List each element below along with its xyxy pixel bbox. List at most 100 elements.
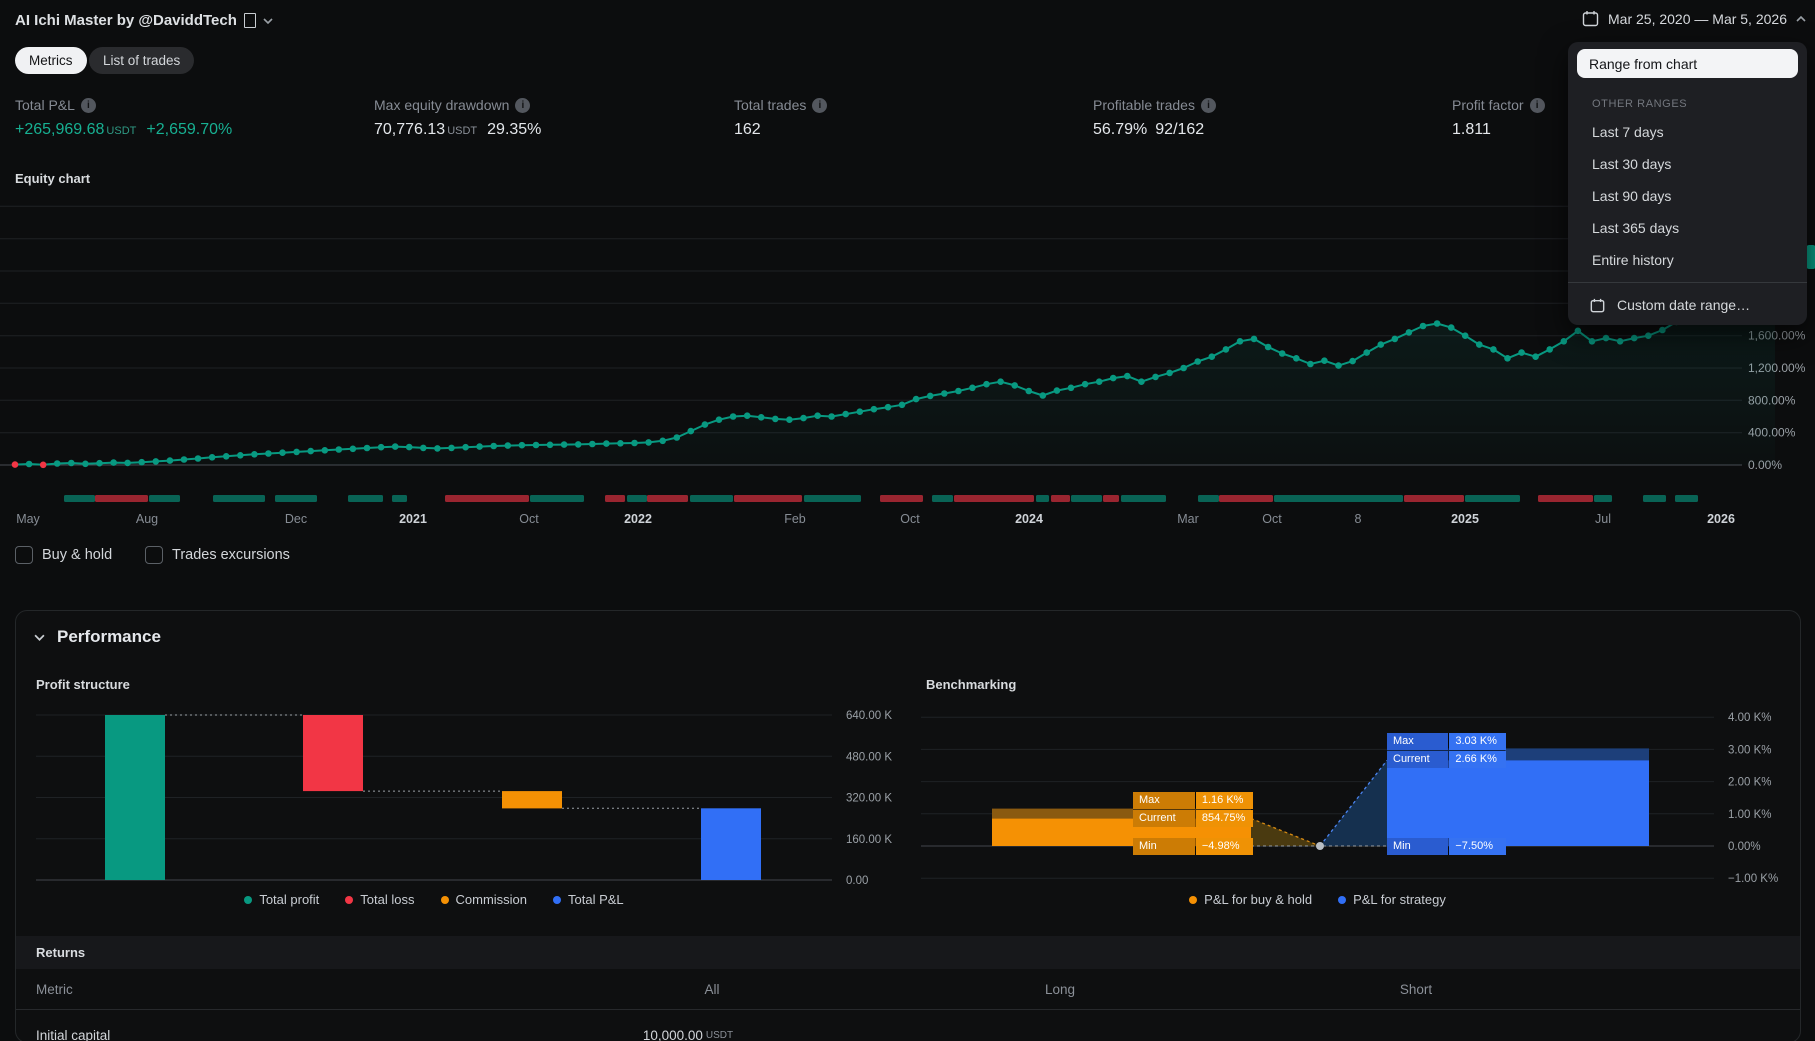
equity-point [673,434,681,441]
info-icon[interactable]: i [515,97,531,113]
menu-item-custom-date-range[interactable]: Custom date range… [1568,288,1807,322]
custom-date-range-label: Custom date range… [1617,297,1751,313]
equity-point [39,461,47,469]
commission-dot-icon [440,895,449,904]
equity-point [124,459,131,467]
tab-metrics[interactable]: Metrics [15,47,87,74]
equity-x-label: Feb [784,512,806,526]
bench-y-label: 3.00 K% [1728,744,1771,756]
equity-x-label: Aug [136,512,158,526]
benchmarking-title: Benchmarking [926,677,1017,692]
chevron-down-icon[interactable] [263,17,273,24]
trade-activity-segment [932,495,953,502]
equity-point [941,390,948,397]
strategy-bar [1387,760,1649,846]
performance-collapse[interactable]: Performance [34,627,161,647]
equity-point [1504,355,1511,362]
bench-y-label: 2.00 K% [1728,777,1771,789]
menu-item-entire-history[interactable]: Entire history [1592,252,1674,268]
returns-section-header[interactable]: Returns [16,936,1800,969]
checkbox-icon[interactable] [145,546,163,564]
equity-point [180,456,188,463]
col-long: Long [1044,982,1076,997]
equity-point [828,413,835,420]
equity-x-label: Oct [900,512,920,526]
min-label: Min [1133,838,1195,855]
strategy-title: AI Ichi Master by @DaviddTech [15,12,237,29]
trade-activity-segment [275,495,317,502]
equity-x-label: Oct [1262,512,1282,526]
trade-activity-segment [64,495,95,502]
menu-item-last-7-days[interactable]: Last 7 days [1592,124,1664,140]
equity-point [1532,353,1539,361]
equity-point [926,392,934,400]
legend-label: Total P&L [568,892,624,907]
equity-point [1053,387,1061,394]
trade-activity-segment [627,495,647,502]
equity-point [757,414,765,421]
equity-point [1616,338,1624,345]
bench-y-label: −1.00 K% [1728,873,1778,885]
equity-point [1560,338,1568,345]
buyhold-drawdown-band [992,808,1251,819]
equity-point [687,427,695,435]
trade-activity-segment [445,495,529,502]
equity-point [265,450,272,457]
equity-x-label: Jul [1595,512,1611,526]
equity-point [1490,346,1497,353]
equity-point [1645,332,1652,340]
tab-list-of-trades[interactable]: List of trades [89,47,195,74]
equity-point [1574,327,1582,335]
equity-chart[interactable]: 1,600.00%1,200.00%800.00%400.00%0.00%May… [0,0,1815,580]
info-icon[interactable]: i [1200,97,1216,113]
equity-point [898,401,906,409]
info-icon[interactable]: i [80,97,96,113]
equity-chart-title: Equity chart [15,171,91,186]
date-range-selector[interactable]: Mar 25, 2020 — Mar 5, 2026 [1582,10,1806,27]
equity-point [1405,329,1413,336]
menu-item-last-30-days[interactable]: Last 30 days [1592,156,1672,172]
trade-activity-segment [1274,495,1403,502]
buy-and-hold-toggle[interactable]: Buy & hold [15,546,112,564]
equity-point [1025,387,1033,395]
stat-value2: 92/162 [1155,121,1205,138]
trade-activity-segment [1538,495,1593,502]
equity-point [1588,338,1596,345]
legend-label: P&L for buy & hold [1204,892,1313,907]
range-from-chart-option[interactable]: Range from chart [1577,49,1798,78]
col-all: All [704,982,720,997]
current-label: Current [1133,810,1195,827]
trade-activity-segment [1219,495,1273,502]
menu-item-last-90-days[interactable]: Last 90 days [1592,188,1672,204]
equity-point [504,442,512,449]
info-icon[interactable]: i [1529,97,1545,113]
profit-y-label: 160.00 K [846,834,892,846]
trade-activity-segment [1594,495,1612,502]
equity-point [772,415,779,423]
equity-point [237,452,244,459]
benchmark-origin-dot [1316,842,1324,850]
stat-unit: USDT [447,125,478,137]
equity-point [1602,334,1610,342]
trade-activity-segment [1404,495,1464,502]
trade-activity-segment [1198,495,1219,502]
performance-title: Performance [57,627,161,646]
equity-point [1476,341,1483,348]
equity-point [1222,346,1230,353]
trade-activity-segment [1103,495,1119,502]
stat-value: 162 [734,121,761,138]
page-title: AI Ichi Master by @DaviddTech [15,12,273,29]
performance-charts[interactable]: 640.00 K 480.00 K 320.00 K 160.00 K 0.00 4.00… [16,611,1800,1041]
checkbox-icon[interactable] [15,546,33,564]
metric-name: Initial capital [36,1028,111,1041]
trades-excursions-toggle[interactable]: Trades excursions [145,546,290,564]
buy-and-hold-label: Buy & hold [42,547,113,563]
date-range-text: Mar 25, 2020 — Mar 5, 2026 [1608,10,1787,27]
equity-point [1546,346,1553,353]
trade-activity-segment [605,495,625,502]
info-icon[interactable]: i [812,97,828,113]
menu-item-last-365-days[interactable]: Last 365 days [1592,220,1680,236]
chevron-down-icon [34,634,45,641]
equity-point [1011,382,1018,389]
stat-profitable-trades: Profitable trades i 56.79% 92/162 [1093,97,1216,139]
